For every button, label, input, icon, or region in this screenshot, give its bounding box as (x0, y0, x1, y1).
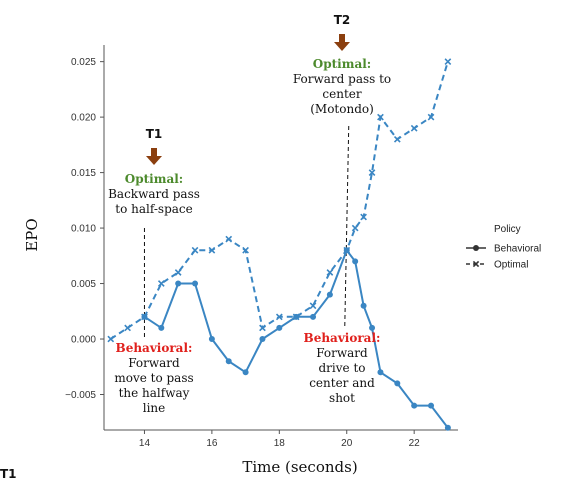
data-point-optimal (343, 246, 351, 254)
data-point-optimal (427, 113, 435, 121)
down-arrow-icon-t2 (334, 42, 350, 51)
data-point-behavioral (352, 258, 359, 265)
data-point-optimal (393, 135, 401, 143)
data-point-behavioral (259, 336, 266, 343)
data-point-optimal (259, 324, 266, 332)
y-tick-label: 0.025 (71, 57, 96, 68)
arrow-shaft-t2 (339, 34, 345, 42)
x-tick-label: 22 (409, 438, 421, 449)
data-point-behavioral (411, 402, 418, 409)
y-tick-label: −0.005 (65, 390, 96, 401)
y-tick-label: 0.000 (71, 335, 96, 346)
data-point-optimal (141, 313, 148, 321)
y-tick-label: 0.005 (71, 279, 96, 290)
data-point-optimal (292, 313, 300, 321)
data-point-optimal (124, 324, 131, 332)
behavioral-text-line-t2: drive to (319, 361, 366, 375)
data-point-behavioral (208, 336, 215, 343)
data-point-behavioral (276, 324, 283, 331)
optimal-text-line-t2: Forward pass to (293, 72, 391, 86)
data-point-behavioral (225, 358, 232, 365)
data-point-optimal (174, 269, 182, 276)
data-point-optimal (351, 224, 359, 232)
data-point-optimal (242, 246, 249, 254)
data-point-optimal (208, 246, 216, 254)
behavioral-title-t1: Behavioral: (116, 341, 193, 355)
data-point-behavioral (394, 380, 401, 387)
legend: Policy Behavioral Optimal (466, 224, 541, 271)
optimal-text-line-t2: (Motondo) (310, 102, 374, 116)
behavioral-text-line-t2: center and (309, 376, 375, 390)
legend-marker-behavioral (473, 245, 479, 251)
legend-label-optimal: Optimal (494, 260, 528, 271)
data-point-optimal (444, 58, 452, 66)
data-point-behavioral (310, 313, 317, 320)
data-point-optimal (107, 335, 115, 343)
behavioral-text-line-t1: line (143, 401, 166, 415)
data-point-optimal (225, 235, 233, 243)
marker-t1: T1 (146, 127, 163, 141)
behavioral-text-line-t2: Forward (316, 346, 368, 360)
data-point-optimal (157, 280, 165, 287)
x-tick-label: 14 (139, 438, 151, 449)
axes: 14 16 18 20 22 −0.005 0.000 0.005 0.010 0.015 0.02… (65, 45, 458, 449)
data-point-behavioral (360, 302, 367, 309)
down-arrow-icon-t1 (146, 156, 162, 165)
behavioral-title-t2: Behavioral: (304, 331, 381, 345)
y-axis-title: EPO (23, 218, 41, 251)
behavioral-text-line-t1: the halfway (119, 386, 190, 400)
data-point-optimal (377, 113, 384, 121)
annotation-lines (143, 125, 350, 338)
data-point-optimal (360, 213, 367, 221)
optimal-title-t2: Optimal: (313, 57, 371, 71)
optimal-text-line-t1: to half-space (115, 202, 192, 216)
data-point-behavioral (377, 369, 384, 376)
data-point-behavioral (242, 369, 249, 376)
x-axis-title: Time (seconds) (242, 458, 357, 476)
data-point-behavioral (192, 280, 199, 287)
optimal-title-t1: Optimal: (125, 172, 183, 186)
data-point-optimal (309, 302, 317, 310)
data-point-optimal (275, 313, 283, 321)
legend-label-behavioral: Behavioral (494, 244, 541, 255)
x-tick-label: 16 (206, 438, 218, 449)
data-point-behavioral (428, 402, 435, 409)
data-point-behavioral (369, 324, 376, 331)
annotation-line-t2 (344, 125, 350, 329)
y-tick-label: 0.020 (71, 113, 96, 124)
data-point-behavioral (444, 424, 451, 431)
optimal-text-line-t2: center (322, 87, 361, 101)
series-line-behavioral (143, 248, 449, 429)
x-tick-label: 20 (341, 438, 353, 449)
behavioral-text-line-t1: move to pass (114, 371, 193, 385)
behavioral-text-line-t2: shot (329, 391, 355, 405)
corner-label: T1 (0, 467, 17, 481)
data-point-optimal (368, 169, 376, 176)
series-layer (107, 58, 452, 431)
optimal-text-line-t1: Backward pass (108, 187, 200, 201)
y-tick-label: 0.010 (71, 224, 96, 235)
data-point-behavioral (326, 291, 333, 298)
x-tick-label: 18 (274, 438, 286, 449)
data-point-optimal (410, 124, 418, 132)
behavioral-text-line-t1: Forward (128, 356, 180, 370)
legend-marker-optimal (472, 260, 480, 268)
series-line-optimal (110, 61, 449, 340)
legend-title: Policy (494, 224, 521, 235)
data-point-behavioral (175, 280, 182, 287)
data-point-optimal (326, 269, 334, 276)
marker-t2: T2 (334, 13, 351, 27)
data-point-optimal (191, 246, 199, 254)
data-point-behavioral (158, 324, 165, 331)
arrow-shaft-t1 (151, 148, 157, 156)
y-tick-label: 0.015 (71, 168, 96, 179)
